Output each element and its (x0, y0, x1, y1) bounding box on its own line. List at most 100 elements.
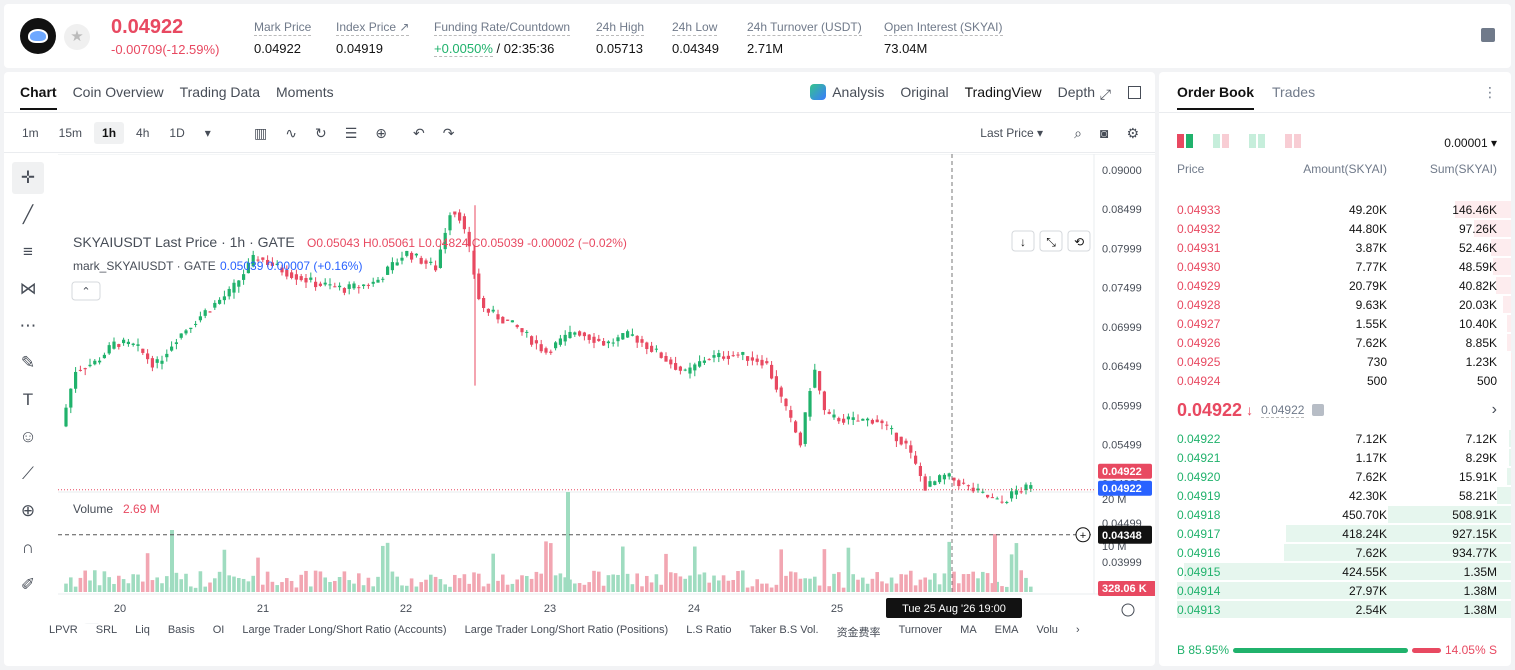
bid-row[interactable]: 0.04914 27.97K 1.38M (1159, 581, 1511, 600)
bid-row[interactable]: 0.04917 418.24K 927.15K (1159, 524, 1511, 543)
bid-row[interactable]: 0.04921 1.17K 8.29K (1159, 448, 1511, 467)
brush-icon[interactable]: ✎ (20, 353, 36, 372)
indicator-item[interactable]: SRL (95, 624, 118, 636)
volume-bar (261, 584, 265, 592)
expand-icon[interactable]: ⤢ (1099, 86, 1111, 102)
pencil-lock-icon[interactable]: ✐ (20, 575, 36, 594)
mode-asks-icon[interactable] (1285, 134, 1301, 148)
tab-coin-overview[interactable]: Coin Overview (72, 84, 164, 100)
ruler-icon[interactable]: ⟋ (22, 464, 34, 483)
text-tool-icon[interactable]: T (22, 390, 34, 409)
volume-bar (453, 574, 457, 592)
bid-row[interactable]: 0.04919 42.30K 58.21K (1159, 486, 1511, 505)
indicator-item[interactable]: LPVR (49, 624, 78, 636)
ask-row[interactable]: 0.04929 20.79K 40.82K (1159, 276, 1511, 295)
view-original[interactable]: Original (900, 84, 949, 100)
tab-trades[interactable]: Trades (1272, 84, 1316, 100)
volume-bar (904, 574, 908, 592)
templates-icon[interactable]: ☰ (344, 125, 358, 141)
add-alert-icon[interactable]: ⊕ (375, 125, 387, 141)
mode-both-icon[interactable] (1177, 134, 1193, 148)
stat-label: Index Price ↗ (336, 20, 410, 36)
mode-both-light-icon[interactable] (1213, 134, 1229, 148)
bid-row[interactable]: 0.04918 450.70K 508.91K (1159, 505, 1511, 524)
indicator-item[interactable]: 资金费率 (836, 627, 881, 639)
candle-body (83, 368, 87, 370)
interval-1m[interactable]: 1m (22, 126, 39, 140)
indicators-icon[interactable]: ∿ (285, 125, 297, 141)
indicator-item[interactable]: Liq (135, 624, 150, 636)
interval-1d[interactable]: 1D (169, 126, 185, 140)
settings-icon[interactable]: ⚙ (1126, 125, 1139, 141)
tab-order-book[interactable]: Order Book (1177, 84, 1255, 110)
indicator-item[interactable]: OI (212, 624, 225, 636)
indicator-item[interactable]: Volu (1036, 624, 1058, 636)
indicator-item[interactable]: EMA (994, 624, 1019, 636)
chevron-right-icon[interactable]: › (1491, 401, 1497, 418)
row-price: 0.04917 (1177, 526, 1221, 541)
price-source-select[interactable]: Last Price ▾ (980, 126, 1043, 140)
row-amount: 7.62K (1355, 469, 1387, 484)
indicator-item[interactable]: L.S Ratio (686, 624, 732, 636)
tab-moments[interactable]: Moments (276, 84, 334, 100)
bid-row[interactable]: 0.04913 2.54K 1.38M (1159, 600, 1511, 619)
volume-bar (582, 584, 587, 592)
ask-row[interactable]: 0.04930 7.77K 48.59K (1159, 257, 1511, 276)
mode-bids-icon[interactable] (1249, 134, 1265, 148)
price-chart[interactable]: 0.09000 0.08499 0.07999 0.07499 0.06999 0.064… (58, 154, 1155, 624)
replay-icon[interactable]: ↻ (314, 125, 327, 141)
zoom-in-icon[interactable]: ⊕ (20, 501, 36, 520)
candle-body (376, 279, 380, 283)
favorite-star-icon[interactable]: ★ (64, 24, 90, 50)
maximize-icon[interactable] (1128, 86, 1141, 99)
indicator-item[interactable]: Large Trader Long/Short Ratio (Positions… (464, 624, 669, 636)
interval-dropdown-icon[interactable]: ▾ (204, 126, 211, 140)
crosshair-icon[interactable]: ✛ (12, 162, 44, 194)
parallel-lines-icon[interactable]: ≡ (23, 242, 33, 261)
chevron-right-icon[interactable]: › (1075, 624, 1080, 636)
camera-icon[interactable]: ◙ (1099, 125, 1109, 141)
tab-chart[interactable]: Chart (20, 84, 57, 110)
interval-4h[interactable]: 4h (136, 126, 150, 140)
interval-15m[interactable]: 15m (58, 126, 83, 140)
view-depth[interactable]: Depth (1057, 84, 1095, 100)
ask-row[interactable]: 0.04928 9.63K 20.03K (1159, 295, 1511, 314)
undo-icon[interactable]: ↶ (413, 125, 425, 141)
view-tradingview[interactable]: TradingView (964, 84, 1042, 100)
ask-row[interactable]: 0.04931 3.87K 52.46K (1159, 238, 1511, 257)
ask-row[interactable]: 0.04933 49.20K 146.46K (1159, 200, 1511, 219)
emoji-icon[interactable]: ☺ (19, 427, 37, 446)
volume-bar (851, 574, 855, 592)
search-icon[interactable]: ⌕ (1074, 125, 1082, 141)
bid-row[interactable]: 0.04915 424.55K 1.35M (1159, 562, 1511, 581)
fib-icon[interactable]: ⋯ (19, 316, 37, 335)
pattern-icon[interactable]: ⋈ (19, 279, 37, 298)
magnet-icon[interactable]: ∩ (21, 538, 35, 557)
interval-1h[interactable]: 1h (94, 122, 125, 144)
candle-body (122, 339, 126, 344)
indicator-item[interactable]: Taker B.S Vol. (749, 624, 819, 636)
ask-row[interactable]: 0.04927 1.55K 10.40K (1159, 314, 1511, 333)
indicator-item[interactable]: Turnover (898, 624, 943, 636)
candle-body (323, 282, 327, 285)
ask-row[interactable]: 0.04932 44.80K 97.26K (1159, 219, 1511, 238)
ask-row[interactable]: 0.04925 730 1.23K (1159, 352, 1511, 371)
notes-icon[interactable] (1481, 28, 1495, 42)
analysis-button[interactable]: Analysis (810, 84, 884, 100)
ask-row[interactable]: 0.04924 500 500 (1159, 371, 1511, 390)
precision-select[interactable]: 0.00001 ▾ (1444, 136, 1497, 150)
indicator-item[interactable]: Large Trader Long/Short Ratio (Accounts) (242, 624, 447, 636)
orderbook-mid[interactable]: 0.04922 ↓ 0.04922 › (1177, 398, 1497, 422)
candle-type-icon[interactable]: ▥ (254, 125, 268, 141)
redo-icon[interactable]: ↷ (442, 125, 455, 141)
indicator-item[interactable]: Basis (167, 624, 195, 636)
candle-body (774, 376, 778, 390)
bid-row[interactable]: 0.04920 7.62K 15.91K (1159, 467, 1511, 486)
tab-trading-data[interactable]: Trading Data (179, 84, 261, 100)
indicator-item[interactable]: MA (960, 624, 977, 636)
more-icon[interactable]: ⋮ (1483, 84, 1497, 100)
bid-row[interactable]: 0.04916 7.62K 934.77K (1159, 543, 1511, 562)
trendline-icon[interactable]: ╱ (22, 205, 34, 224)
bid-row[interactable]: 0.04922 7.12K 7.12K (1159, 429, 1511, 448)
ask-row[interactable]: 0.04926 7.62K 8.85K (1159, 333, 1511, 352)
